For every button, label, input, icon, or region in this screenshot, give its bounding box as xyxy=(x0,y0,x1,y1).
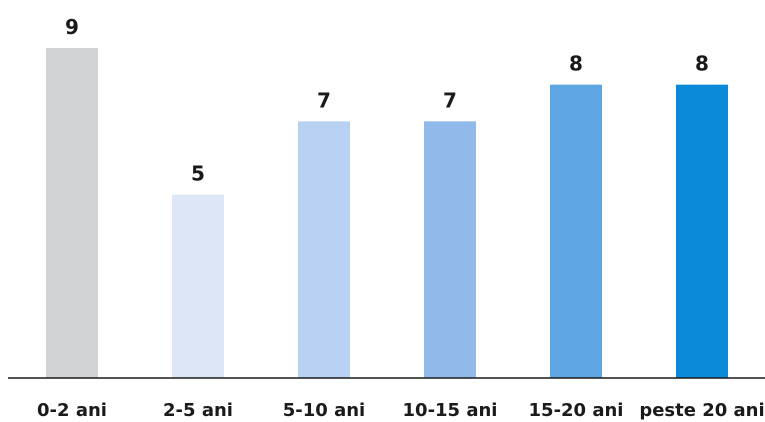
bar-value-label: 7 xyxy=(443,88,457,112)
bar-value-label: 7 xyxy=(317,88,331,112)
bar-value-label: 9 xyxy=(65,15,79,39)
bar-value-label: 5 xyxy=(191,162,205,186)
data-labels-group: 9 5 7 7 8 8 xyxy=(65,15,709,186)
bar-3 xyxy=(298,121,350,378)
x-tick-label: 5-10 ani xyxy=(283,400,365,421)
bar-4 xyxy=(424,121,476,378)
bar-6 xyxy=(676,84,728,379)
bar-2 xyxy=(172,194,224,378)
bar-5 xyxy=(550,84,602,379)
bar-1 xyxy=(46,48,98,378)
bars-group xyxy=(46,48,728,379)
x-tick-labels-group: 0-2 ani 2-5 ani 5-10 ani 10-15 ani 15-20 ani… xyxy=(37,400,765,421)
bar-value-label: 8 xyxy=(695,52,709,76)
x-tick-label: 0-2 ani xyxy=(37,400,107,421)
x-tick-label: 10-15 ani xyxy=(403,400,498,421)
x-tick-label: peste 20 ani xyxy=(639,400,764,421)
bar-value-label: 8 xyxy=(569,52,583,76)
x-tick-label: 15-20 ani xyxy=(529,400,624,421)
x-tick-label: 2-5 ani xyxy=(163,400,233,421)
